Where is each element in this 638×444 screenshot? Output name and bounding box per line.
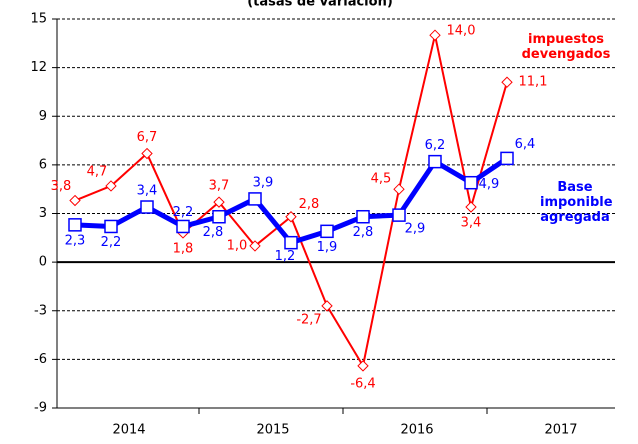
data-label: 2,2 [101, 235, 122, 250]
data-label: 6,2 [425, 138, 446, 153]
marker [500, 151, 514, 166]
data-label: 1,8 [173, 241, 194, 256]
data-label: 2,9 [405, 222, 426, 237]
y-tick-label: -3 [34, 303, 47, 318]
data-label: 1,0 [227, 238, 248, 253]
data-label: 2,8 [299, 197, 320, 212]
y-tick-label: 12 [30, 60, 47, 75]
data-label: 1,9 [317, 240, 338, 255]
y-tick-label: -6 [34, 352, 47, 367]
chart-title: (tasas de variación) [247, 0, 393, 10]
y-tick-label: 15 [30, 12, 47, 27]
data-label: 2,3 [65, 233, 86, 248]
data-label: 3,7 [209, 179, 230, 194]
data-label: 4,5 [371, 172, 392, 187]
marker [501, 76, 513, 88]
data-label: 3,4 [461, 216, 482, 231]
marker [356, 209, 370, 224]
x-group-label: 2015 [256, 423, 289, 438]
series-line [74, 156, 509, 246]
data-label: -2,7 [296, 312, 321, 327]
marker [392, 208, 406, 222]
marker [248, 192, 262, 206]
data-label: 4,7 [87, 164, 108, 179]
marker [212, 209, 226, 224]
marker [320, 224, 334, 239]
marker [321, 300, 333, 312]
marker [285, 211, 297, 223]
data-label: 14,0 [447, 24, 476, 39]
data-label: 1,2 [275, 249, 296, 264]
y-tick-label: 3 [39, 206, 47, 221]
data-label: 6,4 [515, 137, 536, 152]
marker [357, 360, 369, 372]
marker [105, 180, 117, 192]
data-label: 2,8 [353, 225, 374, 240]
y-tick-label: 9 [39, 109, 47, 124]
marker [429, 29, 441, 41]
marker [213, 196, 225, 208]
data-label: 11,1 [519, 75, 548, 90]
series-line [74, 34, 508, 367]
marker [140, 200, 154, 214]
marker [104, 219, 118, 234]
x-group-label: 2017 [544, 423, 577, 438]
y-tick-label: 6 [39, 157, 47, 172]
data-label: 3,4 [137, 184, 158, 199]
series-label: impuestos devengados [521, 32, 611, 62]
x-group-label: 2016 [400, 423, 433, 438]
series-label: Base imponible agregada [540, 180, 613, 225]
data-label: 3,8 [51, 179, 72, 194]
y-tick-label: -9 [34, 401, 47, 416]
data-label: 2,2 [173, 205, 194, 220]
marker [141, 147, 153, 160]
data-label: 2,8 [203, 225, 224, 240]
data-label: 6,7 [137, 130, 158, 145]
marker [69, 194, 81, 207]
marker [464, 175, 478, 190]
data-label: -6,4 [350, 376, 375, 391]
marker [428, 154, 442, 169]
x-group-label: 2014 [112, 423, 145, 438]
marker [284, 235, 298, 250]
data-label: 3,9 [253, 175, 274, 190]
marker [249, 240, 261, 252]
marker [465, 201, 477, 213]
marker [393, 183, 405, 195]
marker [68, 218, 82, 232]
y-tick-label: 0 [39, 255, 47, 270]
marker [176, 219, 190, 234]
data-label: 4,9 [479, 177, 500, 192]
